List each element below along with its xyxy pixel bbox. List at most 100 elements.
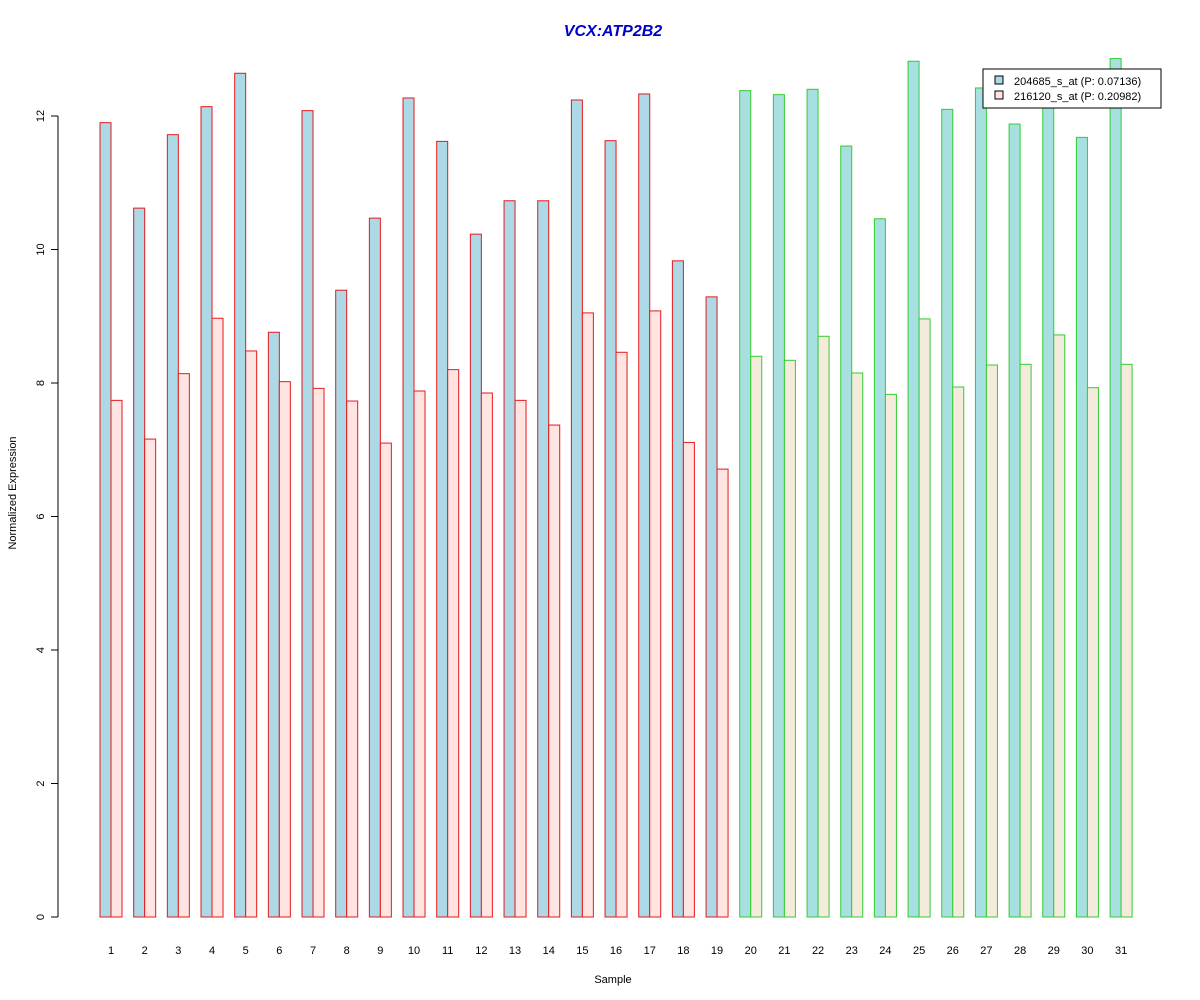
x-axis-label: Sample xyxy=(594,974,631,986)
bar-series-2 xyxy=(447,369,460,918)
bar-series-1 xyxy=(806,88,819,918)
chart-title: VCX:ATP2B2 xyxy=(564,23,662,40)
bar-series-2 xyxy=(548,424,561,918)
x-tick-label: 5 xyxy=(243,945,249,957)
bar-series-2 xyxy=(1086,387,1099,918)
bar-series-2 xyxy=(379,442,392,918)
x-tick-label: 24 xyxy=(879,945,891,957)
bar-series-1 xyxy=(705,296,718,918)
x-tick-label: 15 xyxy=(576,945,588,957)
bar-series-2 xyxy=(918,318,931,918)
x-tick-label: 4 xyxy=(209,945,215,957)
bar-series-1 xyxy=(267,331,280,918)
bar-series-2 xyxy=(177,373,190,918)
x-tick-label: 22 xyxy=(812,945,824,957)
y-tick-label: 6 xyxy=(35,513,47,519)
bar-series-2 xyxy=(952,386,965,918)
bar-series-2 xyxy=(884,393,897,918)
bar-series-1 xyxy=(941,108,954,918)
bar-series-1 xyxy=(671,260,684,918)
bar-series-1 xyxy=(1008,123,1021,918)
bar-series-1 xyxy=(99,122,112,918)
bar-series-2 xyxy=(278,381,291,918)
legend-label-series-2: 216120_s_at (P: 0.20982) xyxy=(1014,91,1141,103)
x-tick-labels: 1 2 3 4 5 6 7 8 9 10 11 12 13 14 15 16 17 18 19 20 21 22 23 24 2… xyxy=(108,945,1127,957)
bar-series-2 xyxy=(211,317,224,918)
bar-series-1 xyxy=(907,60,920,918)
bar-series-2 xyxy=(716,468,729,918)
bar-series-1 xyxy=(840,145,853,918)
bar-series-2 xyxy=(851,372,864,918)
x-tick-label: 13 xyxy=(509,945,521,957)
x-tick-label: 17 xyxy=(644,945,656,957)
bar-series-2 xyxy=(514,399,527,918)
bar-series-2 xyxy=(1019,363,1032,918)
bar-series-1 xyxy=(570,99,583,918)
bar-series-1 xyxy=(133,207,146,918)
bar-series-2 xyxy=(615,351,628,918)
bar-series-2 xyxy=(783,359,796,918)
x-tick-label: 8 xyxy=(344,945,350,957)
legend-swatch-series-1 xyxy=(994,75,1004,85)
bar-series-1 xyxy=(503,200,516,918)
y-tick-label: 8 xyxy=(35,380,47,386)
bar-series-2 xyxy=(346,400,359,918)
y-tick-label: 12 xyxy=(35,110,47,122)
x-tick-label: 6 xyxy=(276,945,282,957)
x-tick-label: 25 xyxy=(913,945,925,957)
x-tick-label: 21 xyxy=(778,945,790,957)
x-tick-label: 28 xyxy=(1014,945,1026,957)
y-tick-label: 2 xyxy=(35,780,47,786)
legend-label-series-1: 204685_s_at (P: 0.07136) xyxy=(1014,76,1141,88)
bars xyxy=(99,58,1133,918)
y-tick-label: 0 xyxy=(35,914,47,920)
bar-series-2 xyxy=(312,387,325,918)
x-tick-label: 1 xyxy=(108,945,114,957)
x-tick-label: 14 xyxy=(543,945,555,957)
x-tick-label: 30 xyxy=(1081,945,1093,957)
bar-series-1 xyxy=(436,140,449,918)
bar-series-1 xyxy=(873,218,886,918)
x-tick-label: 10 xyxy=(408,945,420,957)
bar-series-1 xyxy=(772,94,785,918)
bar-series-2 xyxy=(413,390,426,918)
bar-series-1 xyxy=(739,90,752,918)
bar-series-1 xyxy=(301,110,314,918)
x-tick-label: 12 xyxy=(475,945,487,957)
bar-series-2 xyxy=(682,441,695,918)
x-tick-label: 3 xyxy=(175,945,181,957)
legend: 204685_s_at (P: 0.07136) 216120_s_at (P:… xyxy=(982,68,1162,109)
bar-series-2 xyxy=(1053,334,1066,918)
bar-series-1 xyxy=(604,140,617,918)
bar-series-2 xyxy=(110,399,123,918)
bar-series-1 xyxy=(1042,102,1055,918)
bar-series-2 xyxy=(245,350,258,918)
x-tick-label: 29 xyxy=(1048,945,1060,957)
bar-series-1 xyxy=(469,233,482,918)
x-tick-label: 19 xyxy=(711,945,723,957)
x-tick-label: 11 xyxy=(442,945,453,957)
bar-series-2 xyxy=(985,364,998,918)
y-axis-label: Normalized Expression xyxy=(7,436,19,549)
bar-series-1 xyxy=(166,134,179,918)
bar-series-2 xyxy=(144,438,157,918)
x-tick-label: 23 xyxy=(846,945,858,957)
x-tick-label: 31 xyxy=(1115,945,1127,957)
bar-series-1 xyxy=(974,87,987,918)
bar-series-1 xyxy=(335,289,348,918)
bar-series-1 xyxy=(537,200,550,918)
legend-box xyxy=(982,68,1162,109)
bar-series-1 xyxy=(1109,58,1122,918)
bar-series-2 xyxy=(750,355,763,918)
x-tick-label: 16 xyxy=(610,945,622,957)
y-tick-label: 10 xyxy=(35,243,47,255)
bar-series-1 xyxy=(234,72,247,918)
x-tick-label: 26 xyxy=(947,945,959,957)
bar-series-1 xyxy=(1075,136,1088,918)
x-tick-label: 18 xyxy=(677,945,689,957)
bar-series-2 xyxy=(817,335,830,918)
bar-series-1 xyxy=(200,106,213,918)
bar-series-1 xyxy=(638,93,651,918)
x-tick-label: 9 xyxy=(377,945,383,957)
